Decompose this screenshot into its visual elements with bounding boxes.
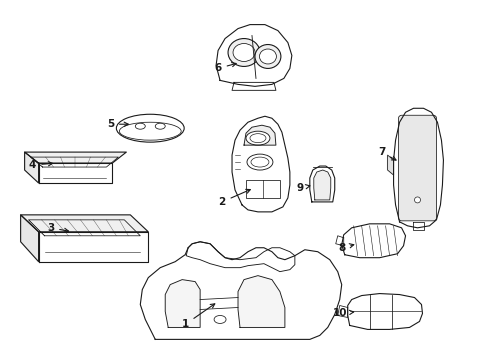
Polygon shape (20, 215, 39, 262)
Polygon shape (347, 293, 422, 329)
Polygon shape (341, 224, 405, 258)
Text: 2: 2 (218, 189, 250, 207)
Polygon shape (39, 232, 148, 262)
Text: 5: 5 (106, 119, 128, 129)
Ellipse shape (119, 122, 181, 140)
Text: 6: 6 (214, 63, 236, 73)
Ellipse shape (246, 154, 272, 170)
Ellipse shape (249, 134, 265, 143)
Text: 4: 4 (29, 160, 52, 170)
Ellipse shape (155, 123, 165, 129)
Ellipse shape (135, 123, 145, 129)
Polygon shape (165, 280, 200, 328)
Ellipse shape (414, 197, 420, 203)
Ellipse shape (116, 114, 184, 142)
Ellipse shape (233, 44, 254, 62)
FancyBboxPatch shape (398, 115, 436, 221)
Polygon shape (20, 215, 148, 232)
Ellipse shape (245, 131, 269, 145)
Polygon shape (238, 276, 285, 328)
Ellipse shape (254, 45, 280, 68)
Text: 7: 7 (377, 147, 395, 160)
Text: 8: 8 (337, 243, 353, 253)
Bar (245, 180, 279, 198)
Polygon shape (216, 24, 291, 86)
Polygon shape (24, 152, 126, 163)
Polygon shape (387, 155, 393, 175)
Text: 3: 3 (47, 223, 68, 233)
Polygon shape (244, 125, 275, 145)
Ellipse shape (250, 157, 268, 167)
Ellipse shape (227, 39, 260, 67)
Text: 9: 9 (296, 183, 309, 193)
Polygon shape (335, 236, 343, 246)
Polygon shape (337, 306, 347, 318)
Polygon shape (39, 163, 112, 183)
Polygon shape (309, 166, 334, 202)
Text: 10: 10 (332, 309, 353, 319)
Ellipse shape (259, 49, 276, 64)
Polygon shape (412, 222, 424, 230)
Polygon shape (393, 108, 443, 228)
Text: 1: 1 (181, 304, 214, 329)
Polygon shape (313, 170, 330, 200)
Polygon shape (186, 242, 294, 272)
Polygon shape (232, 82, 275, 90)
Polygon shape (24, 152, 39, 183)
Ellipse shape (214, 315, 225, 323)
Polygon shape (232, 116, 289, 212)
Polygon shape (140, 242, 341, 339)
